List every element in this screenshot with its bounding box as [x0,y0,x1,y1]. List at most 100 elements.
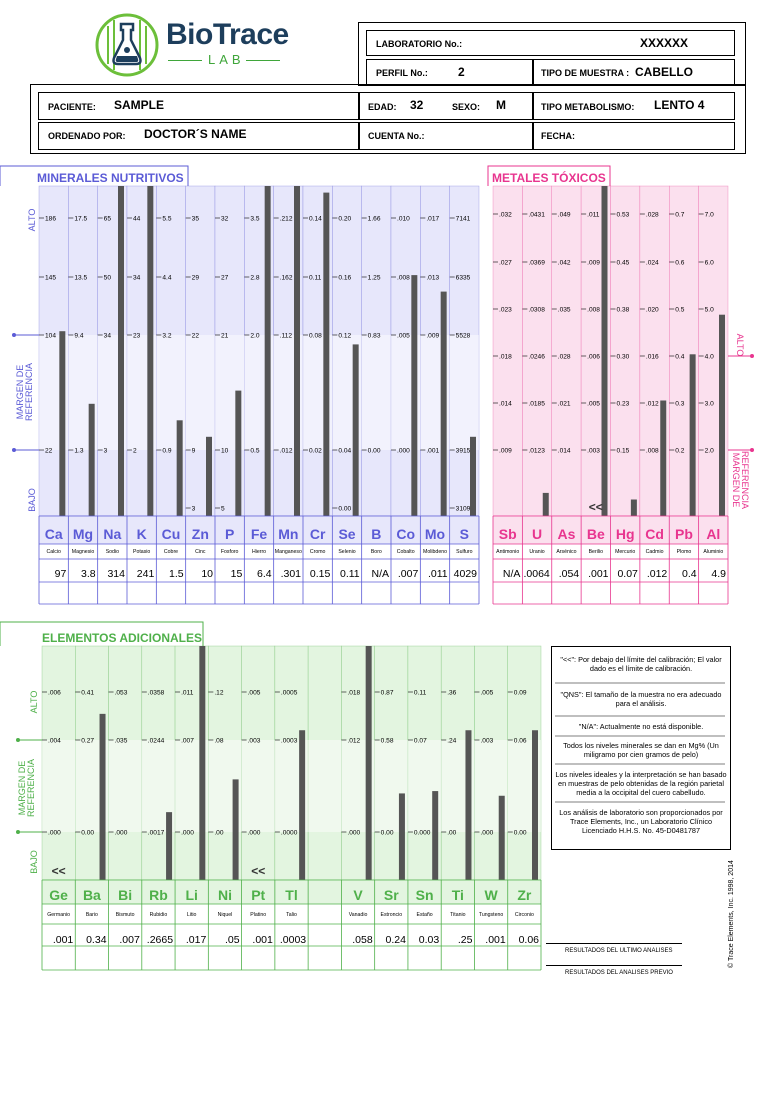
tick-label: 0.08 [309,333,322,340]
tick-label: .016 [646,354,659,361]
logo-icon [95,13,159,77]
tick-label: .020 [646,307,659,314]
element-symbol: Tl [285,887,297,903]
bar [199,646,206,880]
side-label-ref-2: REFERENCIA [26,759,36,817]
tick-label: 5.5 [162,216,171,223]
ref-marker-dot [750,448,754,452]
tick-label: 6335 [456,275,471,282]
tick-label: .003 [480,738,493,745]
tick-label: 9.4 [74,333,83,340]
tick-label: 0.000 [414,830,431,837]
column-bg [307,645,342,881]
element-name: Bismuto [116,912,135,918]
element-name: Niquel [218,912,233,918]
tick-label: .013 [426,275,439,282]
element-result: .05 [225,934,240,946]
element-name: Estaño [416,912,432,918]
below-limit-mark: << [589,500,603,514]
element-name: Boro [371,549,382,555]
element-result: .012 [647,568,668,580]
tick-label: 0.16 [338,275,351,282]
bar [398,793,405,880]
tick-label: .008 [397,275,410,282]
bar [660,400,667,516]
element-result: .25 [458,934,473,946]
tick-label: 44 [133,216,141,223]
date-row [532,122,735,150]
sex-label: SEXO: [452,102,481,112]
element-result: 0.15 [310,568,331,580]
element-symbol: Li [185,887,197,903]
element-symbol: Mn [278,526,298,542]
element-result: N/A [503,568,521,580]
element-result: 10 [201,568,213,580]
tick-label: 0.14 [309,216,322,223]
tick-label: .004 [48,738,61,745]
chart-title-tab [0,621,204,646]
tick-label: 0.15 [617,448,630,455]
tick-label: .0003 [281,738,298,745]
tick-label: .014 [558,448,571,455]
element-name: Tungsteno [479,912,503,918]
column-bg [108,645,143,881]
tick-label: 0.9 [162,448,171,455]
tick-label: 65 [104,216,112,223]
bar [88,403,95,516]
patient-label: PACIENTE: [48,102,96,112]
element-symbol: Mg [73,526,93,542]
symbol-row-bg [39,516,479,544]
element-symbol: Ba [83,887,101,903]
tick-label: 5 [221,506,225,513]
bar [411,275,418,516]
lab-value: XXXXXX [640,36,689,50]
tick-label: 0.00 [381,830,394,837]
tick-label: .008 [646,448,659,455]
patient-box [30,84,746,154]
results-table: Ge Germanio .001 Ba Bario 0.34 Bi Bismuto .007 Rb… [41,879,542,971]
element-symbol: P [225,526,234,542]
tick-label: 22 [192,333,200,340]
tick-label: .0000 [281,830,298,837]
lab-box [358,22,746,86]
logo-divider [246,60,280,61]
note-units: Todos los niveles minerales se dan en Mg… [563,741,719,760]
tick-label: .006 [48,690,61,697]
tick-label: .018 [347,690,360,697]
element-result: .017 [186,934,207,946]
tick-label: .000 [248,830,261,837]
element-name: Berilio [589,549,604,555]
sample-type-label: TIPO DE MUESTRA : [541,68,630,78]
metabolism-row [532,92,735,120]
tick-label: 0.23 [617,401,630,408]
element-name: Titanio [450,912,465,918]
tick-label: 5.0 [705,307,714,314]
tick-label: .032 [499,212,512,219]
tick-label: .000 [397,448,410,455]
tick-label: 0.83 [368,333,381,340]
chart-title-tab [0,165,189,186]
element-name: Litio [187,912,197,918]
element-symbol: Pt [251,887,265,903]
element-result: .0003 [280,934,306,946]
element-result: 0.07 [617,568,638,580]
age-value: 32 [410,98,424,112]
tick-label: 3 [104,448,108,455]
element-result: .007 [119,934,140,946]
element-result: .2665 [147,934,173,946]
patient-row [38,92,360,120]
tick-label: .000 [115,830,128,837]
tick-label: .001 [426,448,439,455]
element-symbol: Ni [218,887,232,903]
element-name: Aluminio [703,549,723,555]
tick-label: 0.12 [338,333,351,340]
element-name: Manganeso [275,549,302,555]
bar [294,186,300,516]
chart-title: METALES TÓXICOS [492,170,606,185]
element-name: Sulfuro [456,549,473,555]
lab-row [366,30,735,56]
side-label-high: ALTO [29,691,39,714]
element-name: Rubidio [150,912,168,918]
element-result: 6.4 [257,568,272,580]
metabolism-label: TIPO METABOLISMO: [541,102,635,112]
